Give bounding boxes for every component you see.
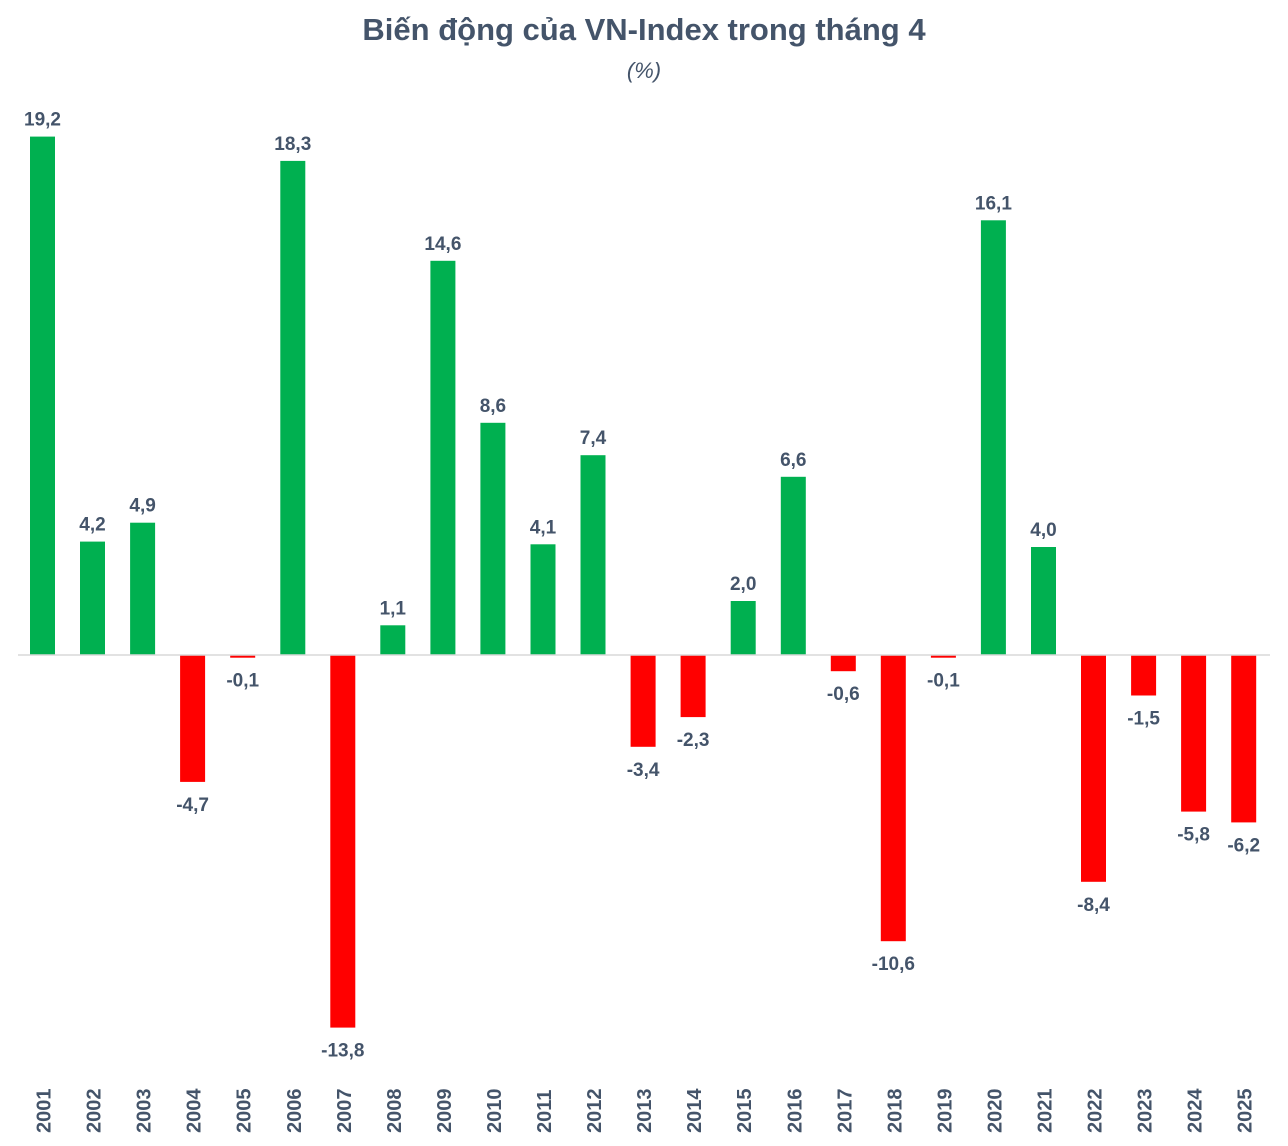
bar-2006 <box>280 160 306 655</box>
bar-2012 <box>580 455 606 655</box>
data-label-2024: -5,8 <box>1177 825 1210 846</box>
data-label-2015: 2,0 <box>730 574 756 595</box>
x-tick-label-2007: 2007 <box>334 1089 356 1134</box>
bar-2009 <box>430 260 456 655</box>
data-label-2023: -1,5 <box>1127 709 1160 730</box>
bar-2017 <box>830 655 856 672</box>
data-label-2014: -2,3 <box>677 730 710 751</box>
x-tick-label-2010: 2010 <box>484 1089 506 1134</box>
bar-2007 <box>330 655 356 1028</box>
x-tick-label-2022: 2022 <box>1085 1089 1107 1134</box>
data-label-2013: -3,4 <box>627 760 660 781</box>
data-label-2019: -0,1 <box>927 671 960 692</box>
data-label-2022: -8,4 <box>1077 895 1110 916</box>
chart-title: Biến động của VN-Index trong tháng 4 <box>362 12 926 47</box>
data-label-2018: -10,6 <box>872 954 915 975</box>
x-tick-label-2015: 2015 <box>734 1089 756 1134</box>
data-label-2005: -0,1 <box>226 671 259 692</box>
data-label-2025: -6,2 <box>1227 835 1260 856</box>
data-label-2021: 4,0 <box>1030 520 1056 541</box>
x-tick-labels-layer: 2001 2002 2003 2004 2005 2006 2007 2008 2009 2010… <box>34 1088 1257 1133</box>
x-tick-label-2016: 2016 <box>784 1089 806 1134</box>
bar-2024 <box>1181 655 1207 812</box>
data-labels-layer: 19,2 4,2 4,9 -4,7 -0,1 18,3 -13,8 1,1 14,6 8,6 4,1… <box>24 110 1260 1062</box>
data-label-2001: 19,2 <box>24 110 61 131</box>
bar-2010 <box>480 422 506 655</box>
x-tick-label-2023: 2023 <box>1135 1089 1157 1134</box>
x-tick-label-2013: 2013 <box>634 1089 656 1134</box>
data-label-2017: -0,6 <box>827 684 860 705</box>
bar-2023 <box>1131 655 1157 696</box>
bar-2016 <box>780 476 806 655</box>
x-tick-label-2001: 2001 <box>34 1089 56 1134</box>
x-tick-label-2024: 2024 <box>1185 1088 1207 1133</box>
data-label-2012: 7,4 <box>580 428 607 449</box>
bar-2025 <box>1231 655 1257 823</box>
bars-layer <box>30 136 1257 1028</box>
x-tick-label-2004: 2004 <box>184 1088 206 1133</box>
x-tick-label-2008: 2008 <box>384 1089 406 1134</box>
bar-2001 <box>30 136 55 656</box>
data-label-2002: 4,2 <box>79 515 105 536</box>
chart-subtitle: (%) <box>626 58 662 83</box>
bar-2002 <box>80 541 105 655</box>
bar-2019 <box>930 655 956 658</box>
bar-2013 <box>630 655 656 747</box>
x-tick-label-2025: 2025 <box>1235 1089 1257 1134</box>
bar-2008 <box>380 625 406 655</box>
data-label-2004: -4,7 <box>176 795 209 816</box>
x-tick-label-2011: 2011 <box>534 1090 556 1133</box>
bar-2021 <box>1031 547 1056 655</box>
x-tick-label-2009: 2009 <box>434 1089 456 1134</box>
data-label-2010: 8,6 <box>480 396 506 417</box>
bar-2014 <box>680 655 706 718</box>
data-label-2006: 18,3 <box>274 134 311 155</box>
data-label-2011: 4,1 <box>530 517 557 538</box>
x-tick-label-2019: 2019 <box>934 1089 956 1134</box>
bar-2022 <box>1081 655 1106 882</box>
data-label-2003: 4,9 <box>129 496 155 517</box>
bar-2011 <box>530 544 556 655</box>
x-tick-label-2002: 2002 <box>84 1089 106 1134</box>
data-label-2009: 14,6 <box>424 234 461 255</box>
x-tick-label-2012: 2012 <box>584 1089 606 1134</box>
data-label-2008: 1,1 <box>380 598 407 619</box>
data-label-2016: 6,6 <box>780 450 806 471</box>
x-tick-label-2014: 2014 <box>684 1088 706 1133</box>
bar-2020 <box>980 220 1006 656</box>
x-tick-label-2021: 2021 <box>1035 1089 1057 1134</box>
x-tick-label-2006: 2006 <box>284 1089 306 1134</box>
x-tick-label-2005: 2005 <box>234 1089 256 1134</box>
bar-2018 <box>880 655 906 942</box>
x-tick-label-2017: 2017 <box>834 1089 856 1134</box>
data-label-2020: 16,1 <box>975 193 1012 214</box>
x-tick-label-2003: 2003 <box>134 1089 156 1134</box>
x-tick-label-2020: 2020 <box>984 1089 1006 1134</box>
bar-2004 <box>180 655 206 782</box>
bar-2015 <box>730 601 756 655</box>
bar-2005 <box>230 655 256 658</box>
x-tick-label-2018: 2018 <box>884 1089 906 1134</box>
bar-2003 <box>130 522 156 655</box>
data-label-2007: -13,8 <box>321 1041 364 1062</box>
